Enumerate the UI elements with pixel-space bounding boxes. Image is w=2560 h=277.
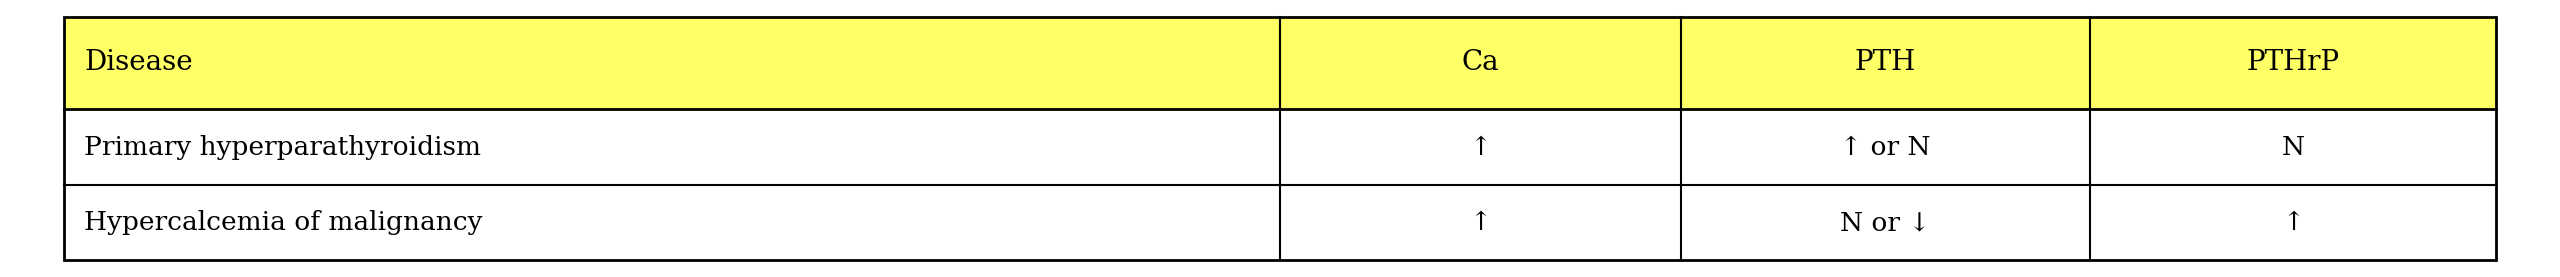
Text: PTH: PTH (1856, 49, 1917, 76)
Text: PTHrP: PTHrP (2245, 49, 2340, 76)
Bar (64, 17, 2496, 260)
Text: ↑: ↑ (2281, 210, 2304, 235)
Bar (64, 185, 2496, 260)
Text: N or ↓: N or ↓ (1841, 210, 1930, 235)
Text: N: N (2281, 135, 2304, 160)
Text: ↑: ↑ (1469, 210, 1492, 235)
Text: ↑ or N: ↑ or N (1841, 135, 1930, 160)
Text: Primary hyperparathyroidism: Primary hyperparathyroidism (84, 135, 481, 160)
Bar (64, 17, 2496, 109)
Text: Disease: Disease (84, 49, 192, 76)
Bar (64, 109, 2496, 185)
Text: ↑: ↑ (1469, 135, 1492, 160)
Text: Ca: Ca (1462, 49, 1500, 76)
Text: Hypercalcemia of malignancy: Hypercalcemia of malignancy (84, 210, 484, 235)
